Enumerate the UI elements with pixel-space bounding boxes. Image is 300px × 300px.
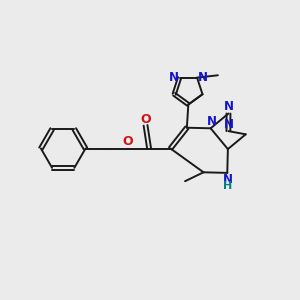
Text: O: O [122, 136, 133, 148]
Text: N: N [206, 115, 217, 128]
Text: N: N [224, 100, 233, 113]
Text: N: N [169, 70, 179, 83]
Text: H: H [223, 181, 232, 191]
Text: N: N [224, 118, 233, 131]
Text: N: N [223, 173, 233, 186]
Text: N: N [198, 70, 208, 83]
Text: O: O [140, 113, 151, 126]
